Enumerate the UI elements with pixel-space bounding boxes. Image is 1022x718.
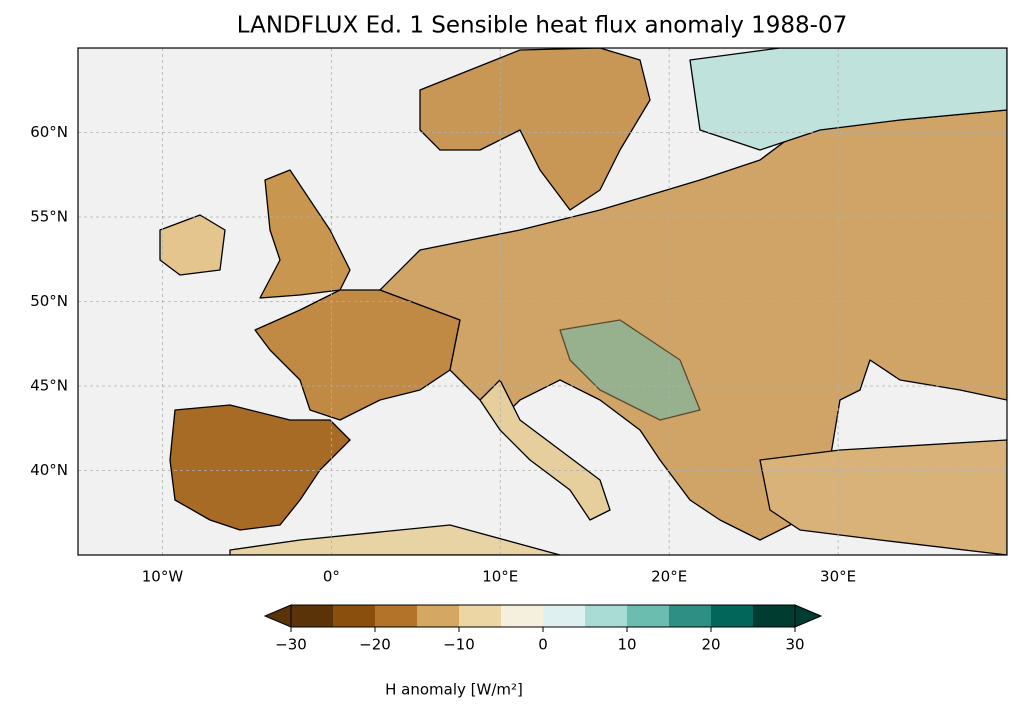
colorbar-segment	[501, 605, 543, 627]
colorbar-segment	[291, 605, 333, 627]
y-tick-label: 55°N	[30, 208, 68, 226]
land	[159, 48, 1007, 555]
y-tick-label: 45°N	[30, 377, 68, 395]
y-tick-label: 60°N	[30, 123, 68, 141]
colorbar-tick-label: 30	[785, 636, 804, 654]
colorbar-segment	[627, 605, 669, 627]
colorbar-extend-min	[263, 604, 292, 628]
x-tick-label: 10°W	[142, 568, 184, 586]
colorbar-tick-label: −20	[359, 636, 391, 654]
grid	[78, 48, 1007, 555]
colorbar-extend-max	[794, 604, 823, 628]
colorbar-segment	[417, 605, 459, 627]
colorbar-segment	[669, 605, 711, 627]
x-tick-label: 10°E	[482, 568, 518, 586]
colorbar-tick-label: 10	[617, 636, 636, 654]
chart-title: LANDFLUX Ed. 1 Sensible heat flux anomal…	[237, 13, 847, 39]
colorbar-segment	[333, 605, 375, 627]
colorbar-segment	[711, 605, 753, 627]
colorbar-segment	[459, 605, 501, 627]
colorbar-tick-label: 20	[701, 636, 720, 654]
colorbar-label: H anomaly [W/m²]	[385, 681, 523, 699]
colorbar-segment	[753, 605, 795, 627]
colorbar-tick-label: 0	[538, 636, 548, 654]
colorbar-segment	[585, 605, 627, 627]
y-tick-label: 50°N	[30, 292, 68, 310]
x-tick-label: 20°E	[651, 568, 687, 586]
colorbar-segment	[375, 605, 417, 627]
colorbar-tick-label: −10	[443, 636, 475, 654]
colorbar-tick-label: −30	[275, 636, 307, 654]
y-tick-label: 40°N	[30, 461, 68, 479]
colorbar-segment	[543, 605, 585, 627]
x-tick-label: 30°E	[820, 568, 856, 586]
map-frame	[77, 47, 1008, 556]
x-tick-label: 0°	[323, 568, 340, 586]
